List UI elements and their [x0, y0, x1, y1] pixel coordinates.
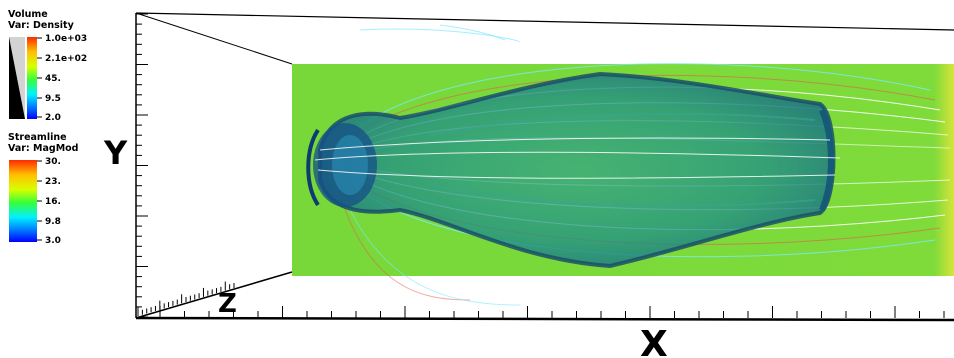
streamline-tick-label: 23.: [45, 177, 61, 187]
streamline-legend-var: Var: MagMod: [8, 143, 78, 154]
streamline-tick-label: 3.0: [45, 236, 61, 246]
streamline-colorbar: [9, 160, 37, 242]
volume-tick-label: 2.0: [45, 113, 61, 123]
streamlines-front: [314, 137, 841, 179]
y-axis-label: Y: [103, 134, 128, 172]
streamline-legend-ticks: 30. 23. 16. 9.8 3.0: [37, 157, 61, 246]
streamline-tick-label: 9.8: [45, 217, 61, 227]
volume-tick-label: 45.: [45, 74, 61, 84]
volume-opacity-ramp: [9, 37, 25, 119]
y-axis-ticks: [136, 13, 148, 318]
volume-legend-var: Var: Density: [8, 20, 75, 31]
volume-legend-title: Volume: [8, 9, 48, 20]
density-volume-body: [306, 71, 836, 269]
streamline-legend-title: Streamline: [8, 132, 67, 143]
volume-legend-ticks: 1.0e+03 2.1e+02 45. 9.5 2.0: [37, 34, 87, 123]
bounding-box: [135, 12, 954, 322]
streamline-legend: Streamline Var: MagMod 30. 23. 16. 9.8 3…: [8, 132, 78, 246]
volume-tick-label: 9.5: [45, 94, 61, 104]
volume-tick-label: 1.0e+03: [45, 34, 87, 44]
streamline-tick-label: 30.: [45, 157, 61, 167]
volume-tick-label: 2.1e+02: [45, 54, 87, 64]
x-axis-label: X: [640, 324, 668, 358]
x-axis-ticks: [159, 306, 945, 318]
volume-legend: Volume Var: Density 1.0e+03 2.1e+02 45. …: [8, 9, 87, 123]
z-axis-label: Z: [218, 289, 237, 319]
streamline-tick-label: 16.: [45, 197, 61, 207]
z-axis-ticks: [137, 281, 235, 316]
volume-colorbar: [27, 37, 37, 119]
